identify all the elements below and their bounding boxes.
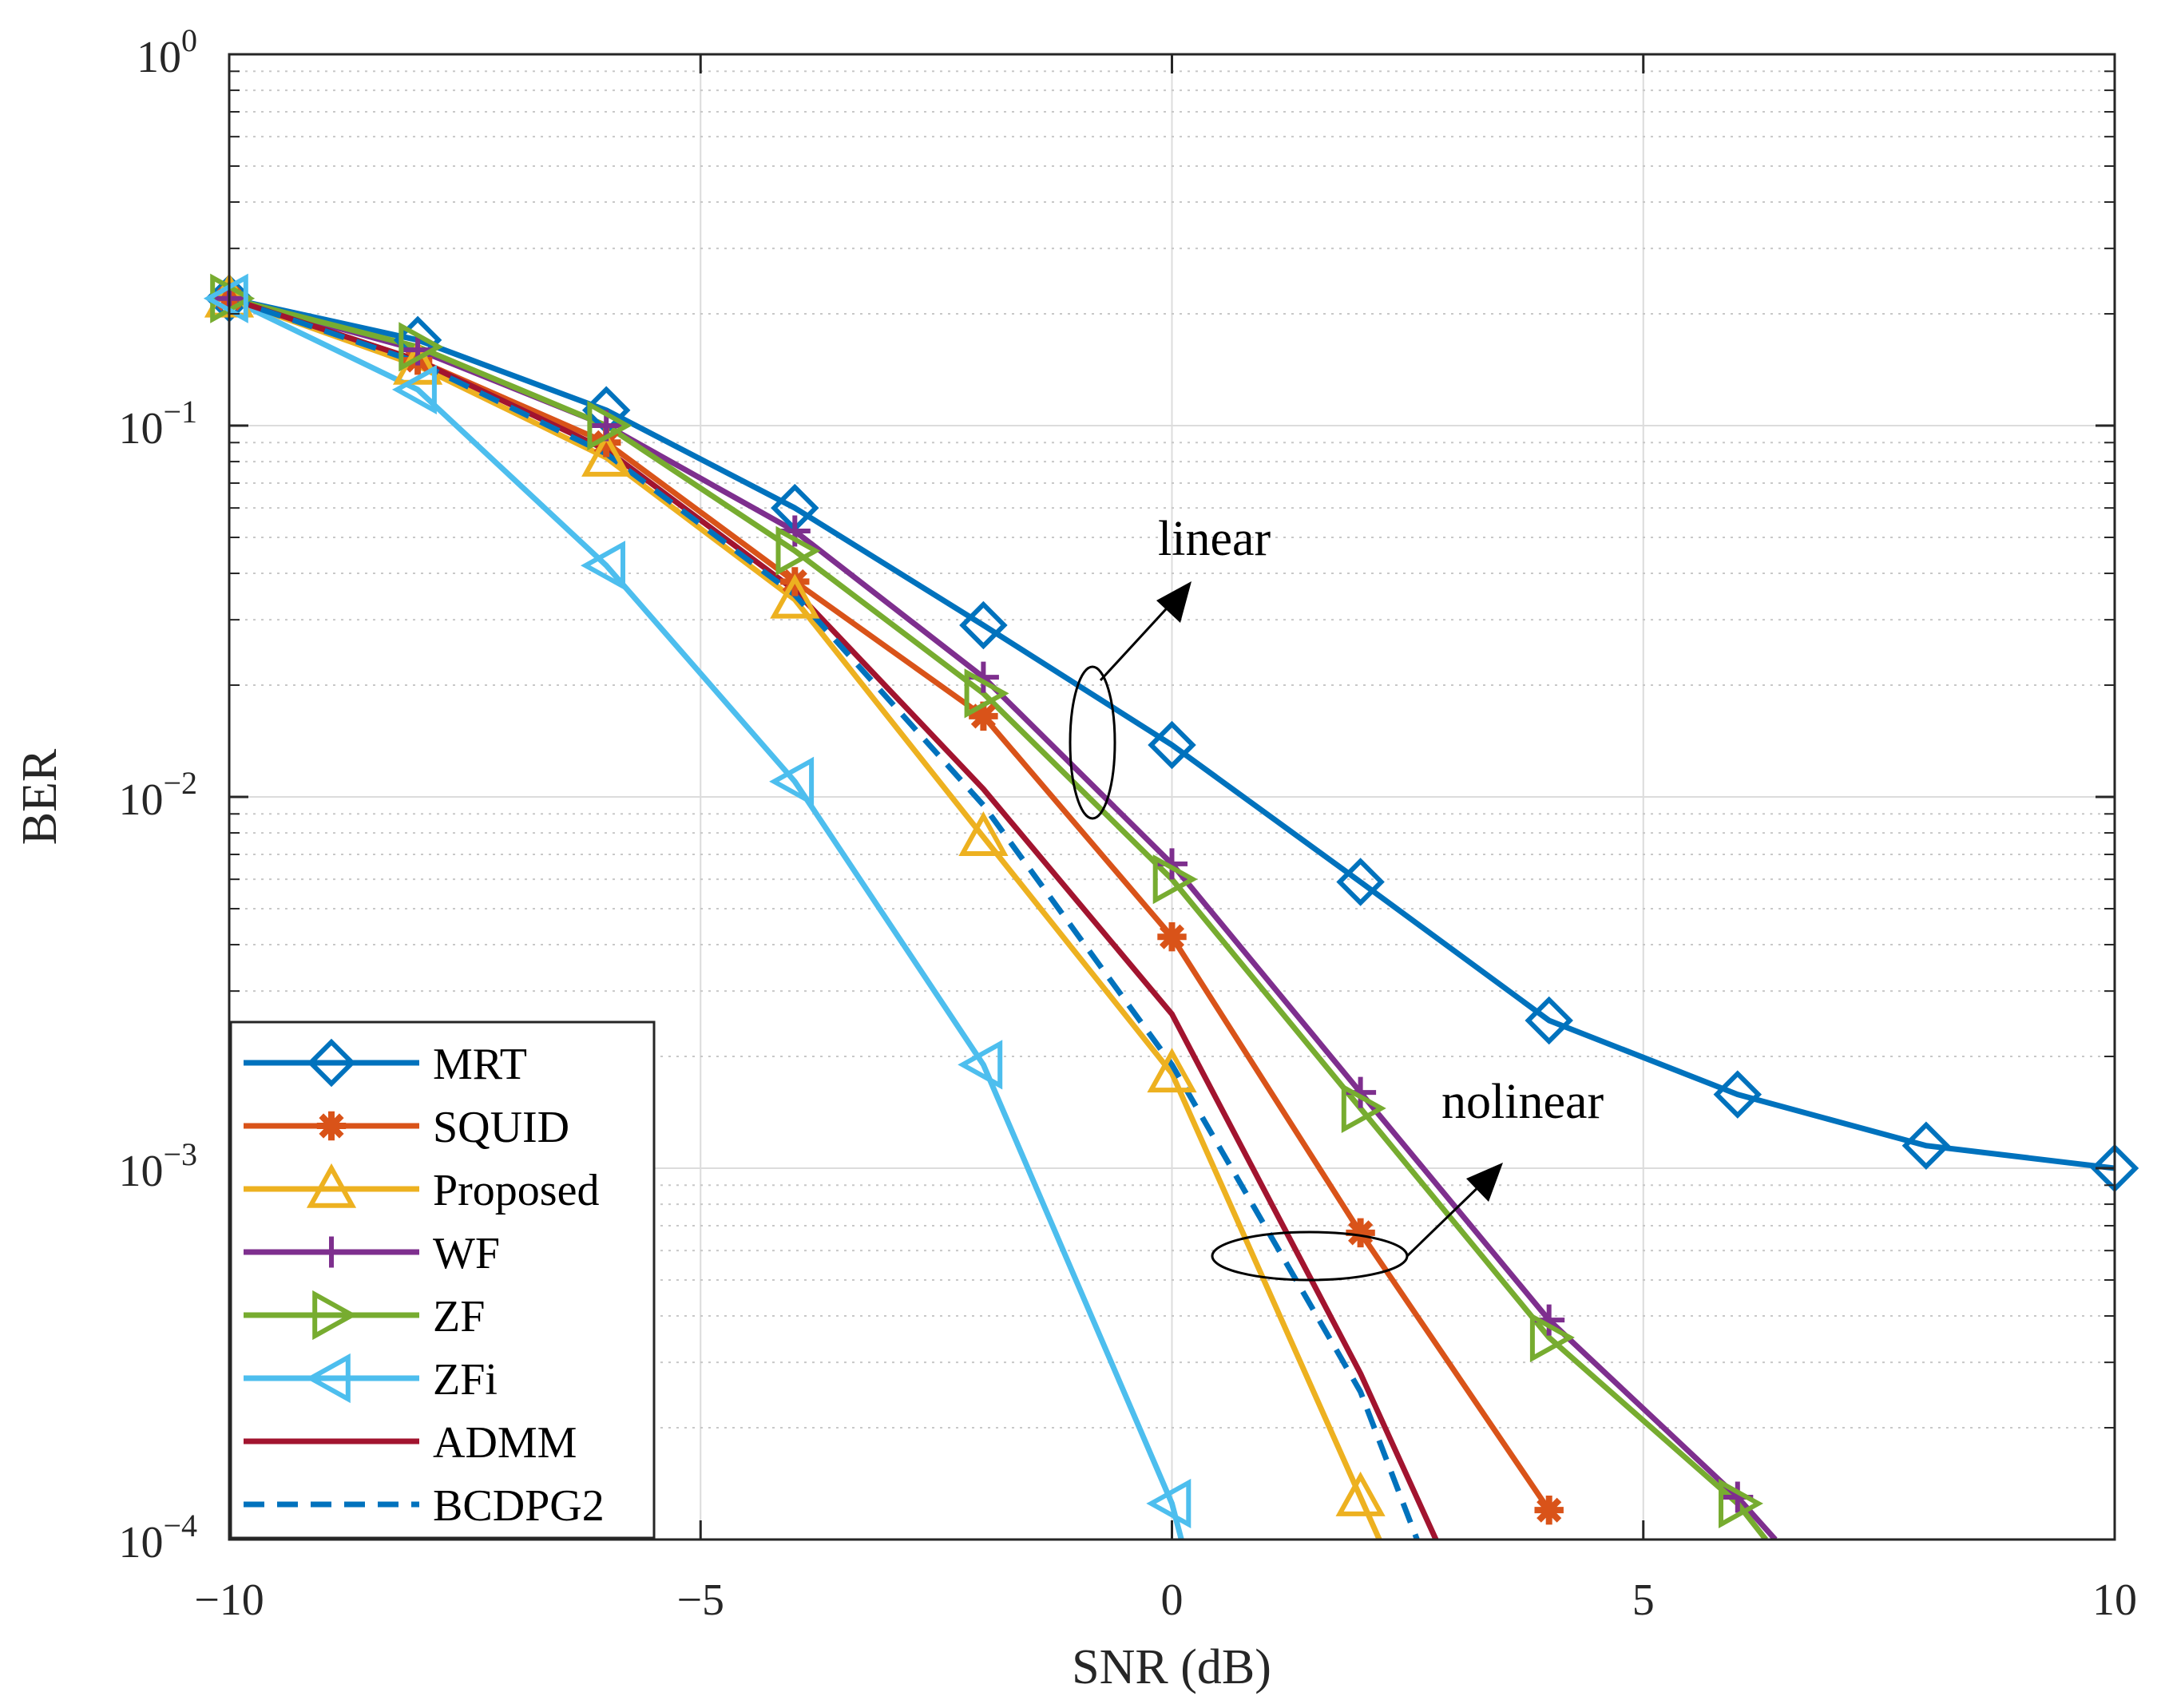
marker-zf	[1529, 1312, 1575, 1363]
marker-mrt	[1336, 858, 1385, 906]
legend-label-wf: WF	[433, 1229, 500, 1278]
linear-arrow-shaft	[1099, 599, 1176, 682]
x-tick-label: −5	[676, 1575, 724, 1625]
marker-proposed	[1335, 1471, 1386, 1516]
legend-label-squid: SQUID	[433, 1103, 569, 1152]
marker-mrt	[1525, 996, 1573, 1045]
y-tick-label: 10−4	[118, 1508, 197, 1567]
series-line-zfi	[229, 295, 1184, 1540]
y-tick-label: 100	[137, 22, 197, 82]
linear-group-ellipse	[1069, 665, 1116, 820]
legend-marker-squid	[316, 1111, 347, 1141]
marker-mrt	[1148, 720, 1196, 770]
marker-zf	[964, 668, 1009, 719]
legend-box	[229, 1020, 656, 1540]
annotation-linear: linear	[1158, 512, 1271, 566]
marker-squid	[592, 428, 621, 458]
legend-label-admm: ADMM	[433, 1418, 577, 1468]
marker-mrt	[959, 600, 1008, 650]
x-tick-label: 10	[2092, 1575, 2137, 1625]
legend-label-proposed: Proposed	[433, 1166, 599, 1215]
y-tick-label: 10−3	[118, 1136, 197, 1196]
series-line-proposed	[229, 295, 1382, 1540]
marker-zfi	[581, 541, 625, 591]
legend-marker-wf	[315, 1236, 347, 1268]
annotation-nolinear: nolinear	[1441, 1075, 1604, 1129]
y-tick-label: 10−1	[118, 394, 197, 454]
annotations: linear nolinear	[1069, 512, 1604, 1282]
series-layer	[229, 295, 2115, 1540]
marker-zf	[398, 322, 444, 372]
marker-proposed	[770, 573, 820, 619]
marker-mrt	[1713, 1070, 1763, 1119]
marker-proposed	[1147, 1048, 1197, 1093]
series-line-mrt	[229, 295, 2115, 1171]
marker-mrt	[1901, 1121, 1951, 1171]
x-tick-label: −10	[194, 1575, 264, 1625]
x-tick-label: 5	[1632, 1575, 1655, 1625]
x-tick-label: 0	[1161, 1575, 1184, 1625]
nolinear-arrow-head	[1466, 1163, 1503, 1202]
marker-zfi	[391, 364, 437, 415]
marker-zf	[1719, 1478, 1763, 1529]
marker-proposed	[958, 810, 1009, 856]
marker-zf	[775, 525, 821, 576]
legend-marker-zf	[312, 1290, 358, 1341]
marker-zfi	[1146, 1478, 1192, 1529]
y-tick-label: 10−2	[118, 765, 197, 825]
marker-zfi	[958, 1040, 1003, 1090]
legend-items: MRT SQUID Proposed WF ZF ZFi ADMM BCDPG2	[244, 1038, 605, 1531]
legend-marker-zfi	[305, 1353, 351, 1404]
y-axis-title: BER	[13, 748, 67, 845]
series-line-admm	[229, 295, 1439, 1540]
marker-squid	[1534, 1495, 1564, 1525]
legend-marker-mrt	[307, 1038, 356, 1088]
legend-label-zfi: ZFi	[433, 1355, 498, 1405]
x-axis-title: SNR (dB)	[1072, 1640, 1271, 1694]
marker-zf	[587, 400, 632, 451]
legend-label-mrt: MRT	[433, 1040, 527, 1089]
marker-zfi	[203, 273, 248, 323]
marker-zfi	[769, 756, 815, 806]
marker-squid	[1346, 1218, 1375, 1248]
series-line-bcdpg2	[229, 295, 1420, 1540]
legend-marker-proposed	[306, 1163, 357, 1208]
legend-label-zf: ZF	[433, 1292, 485, 1341]
legend-label-bcdpg2: BCDPG2	[433, 1481, 605, 1531]
axis-labels: −10 −5 0 5 10 10−4 10−3 10−2 10−1 100	[118, 22, 2137, 1625]
marker-zf	[1152, 854, 1198, 905]
marker-squid	[1157, 921, 1187, 952]
marker-zf	[1341, 1083, 1386, 1134]
series-line-zf	[229, 295, 1768, 1540]
nolinear-arrow-shaft	[1406, 1180, 1485, 1258]
legend: MRT SQUID Proposed WF ZF ZFi ADMM BCDPG2	[229, 1020, 656, 1540]
linear-arrow-head	[1156, 581, 1192, 623]
marker-proposed	[581, 431, 632, 477]
marker-squid	[969, 701, 998, 731]
